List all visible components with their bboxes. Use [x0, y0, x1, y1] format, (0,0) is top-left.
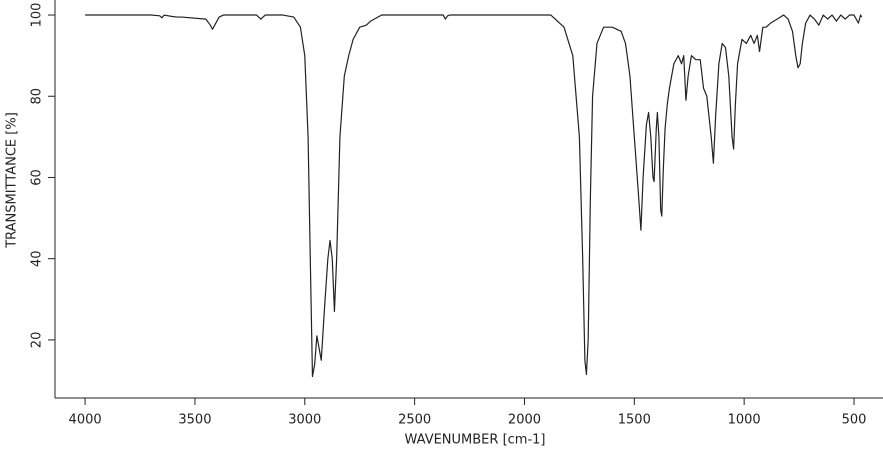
x-tick-label: 500	[842, 413, 867, 428]
x-tick-label: 3500	[178, 413, 211, 428]
y-tick-label: 100	[30, 3, 45, 28]
x-tick-label: 1500	[618, 413, 651, 428]
spectrum-line	[85, 14, 863, 378]
x-tick-label: 3000	[288, 413, 321, 428]
x-tick-label: 1000	[728, 413, 761, 428]
y-axis-label: TRANSMITTANCE [%]	[5, 112, 20, 249]
x-tick-label: 2000	[508, 413, 541, 428]
x-axis-label: WAVENUMBER [cm-1]	[405, 433, 546, 448]
y-tick-label: 20	[30, 332, 45, 349]
y-tick-label: 80	[30, 88, 45, 105]
x-tick-label: 2500	[398, 413, 431, 428]
x-tick-label: 4000	[69, 413, 102, 428]
y-tick-label: 60	[30, 169, 45, 186]
y-tick-label: 40	[30, 250, 45, 267]
